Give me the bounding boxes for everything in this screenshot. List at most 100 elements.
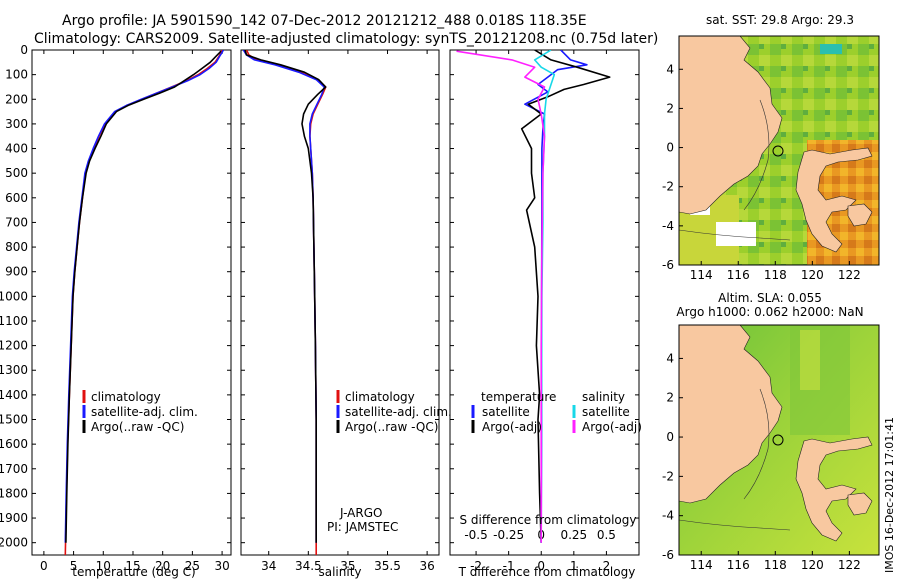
x-tick-label: 25 xyxy=(185,559,200,573)
legend-heading-salinity: salinity xyxy=(582,390,625,404)
map-y-tick-label: 4 xyxy=(666,62,674,76)
x-tick-label: -2 xyxy=(470,559,482,573)
depth-tick-label: 1500 xyxy=(0,413,28,427)
depth-tick-label: 300 xyxy=(5,117,28,131)
depth-tick-label: 1600 xyxy=(0,437,28,451)
x-tick-label: 34.5 xyxy=(295,559,322,573)
x-tick-label: 36 xyxy=(419,559,434,573)
depth-tick-label: 1000 xyxy=(0,289,28,303)
legend-label-s-satellite: satellite xyxy=(582,405,630,419)
legend-label-s-argo: Argo(-adj) xyxy=(582,420,642,434)
x-tick-label: 0 xyxy=(40,559,48,573)
legend-label-argo: Argo(..raw -QC) xyxy=(91,420,184,434)
depth-tick-label: 800 xyxy=(5,240,28,254)
sst-map-missing xyxy=(716,222,756,246)
sst-map-land-borneo xyxy=(679,36,783,215)
map-x-tick-label: 120 xyxy=(801,558,824,572)
map-y-tick-label: 0 xyxy=(666,430,674,444)
depth-tick-label: 1100 xyxy=(0,314,28,328)
depth-tick-label: 1300 xyxy=(0,363,28,377)
sla-map-land-borneo xyxy=(679,325,783,504)
map-y-tick-label: 2 xyxy=(666,391,674,405)
sla-map-contour xyxy=(679,519,791,531)
temperature-xlabel: temperature (deg C) xyxy=(72,565,195,579)
x-tick-label: -1 xyxy=(503,559,515,573)
x-tick-label: 1 xyxy=(570,559,578,573)
map-x-tick-label: 122 xyxy=(838,268,861,282)
x-tick-label: 0 xyxy=(537,559,545,573)
difference-legend: temperature satellite Argo(-adj) salinit… xyxy=(471,390,642,434)
map-y-tick-label: 0 xyxy=(666,141,674,155)
sla-map-land-sulawesi xyxy=(795,436,873,542)
depth-tick-label: 1800 xyxy=(0,486,28,500)
series-line-2 xyxy=(65,50,222,543)
depth-tick-label: 0 xyxy=(20,43,28,57)
temperature-panel-frame xyxy=(31,49,232,556)
legend-heading-temperature: temperature xyxy=(481,390,556,404)
depth-tick-label: 700 xyxy=(5,215,28,229)
pi-label: PI: JAMSTEC xyxy=(327,520,398,534)
legend-label-argo: Argo(..raw -QC) xyxy=(345,420,438,434)
sla-map-frame xyxy=(678,324,880,556)
depth-tick-label: 1900 xyxy=(0,511,28,525)
sst-map-land-sulawesi xyxy=(795,147,873,253)
legend-label-satellite: satellite-adj. clim. xyxy=(345,405,452,419)
x-tick-label: 2 xyxy=(603,559,611,573)
map-y-tick-label: 4 xyxy=(666,351,674,365)
depth-tick-label: 900 xyxy=(5,265,28,279)
x-tick-label: 35 xyxy=(340,559,355,573)
figure-title-line1: Argo profile: JA 5901590_142 07-Dec-2012… xyxy=(62,13,587,29)
map-x-tick-label: 118 xyxy=(764,268,787,282)
legend-label-climatology: climatology xyxy=(91,390,161,404)
map-y-tick-label: -4 xyxy=(662,219,674,233)
depth-tick-label: 1400 xyxy=(0,388,28,402)
sla-map-land-sulawesi-east xyxy=(847,492,873,516)
legend-label-climatology: climatology xyxy=(345,390,415,404)
difference-xlabel: T difference from climatology xyxy=(458,565,636,579)
x-tick-label: 34 xyxy=(261,559,276,573)
map-x-tick-label: 114 xyxy=(690,558,713,572)
depth-tick-label: 1700 xyxy=(0,462,28,476)
temperature-legend: climatology satellite-adj. clim. Argo(..… xyxy=(82,390,198,434)
depth-tick-label: 2000 xyxy=(0,536,28,550)
x-tick-label: 15 xyxy=(125,559,140,573)
series-line-0 xyxy=(64,50,223,555)
series-line-11 xyxy=(242,50,326,543)
map-x-tick-label: 116 xyxy=(727,268,750,282)
agency-label: J-ARGO xyxy=(339,506,382,520)
map-x-tick-label: 114 xyxy=(690,268,713,282)
sst-map-missing xyxy=(820,44,842,54)
sst-map-argo-marker xyxy=(772,145,784,157)
figure-title-line2: Climatology: CARS2009. Satellite-adjuste… xyxy=(34,31,658,47)
x2-tick-label: 0.5 xyxy=(597,528,616,542)
series-line-12 xyxy=(244,50,327,543)
depth-tick-label: 200 xyxy=(5,92,28,106)
sla-map xyxy=(679,325,879,555)
map-y-tick-label: 2 xyxy=(666,101,674,115)
x-tick-label: 35.5 xyxy=(374,559,401,573)
series-line-10 xyxy=(245,50,327,555)
map-y-tick-label: -6 xyxy=(662,548,674,562)
sst-map-contour xyxy=(679,229,791,241)
depth-tick-label: 400 xyxy=(5,142,28,156)
x-tick-label: 20 xyxy=(155,559,170,573)
sst-map-contour xyxy=(743,99,770,211)
x-tick-label: 5 xyxy=(70,559,78,573)
legend-label-t-satellite: satellite xyxy=(482,405,530,419)
salinity-legend: climatology satellite-adj. clim. Argo(..… xyxy=(336,390,452,434)
map-y-tick-label: -6 xyxy=(662,258,674,272)
difference-panel-frame xyxy=(449,49,640,556)
map-x-tick-label: 120 xyxy=(801,268,824,282)
map-x-tick-label: 122 xyxy=(838,558,861,572)
map-x-tick-label: 118 xyxy=(764,558,787,572)
depth-tick-label: 600 xyxy=(5,191,28,205)
sst-map-frame xyxy=(678,35,880,266)
series-line-21 xyxy=(520,50,611,543)
map-x-tick-label: 116 xyxy=(727,558,750,572)
x2-tick-label: -0.25 xyxy=(493,528,524,542)
x2-tick-label: 0.25 xyxy=(560,528,587,542)
depth-tick-label: 500 xyxy=(5,166,28,180)
salinity-panel-frame xyxy=(240,49,440,556)
map-y-tick-label: -2 xyxy=(662,469,674,483)
map-y-tick-label: -4 xyxy=(662,509,674,523)
